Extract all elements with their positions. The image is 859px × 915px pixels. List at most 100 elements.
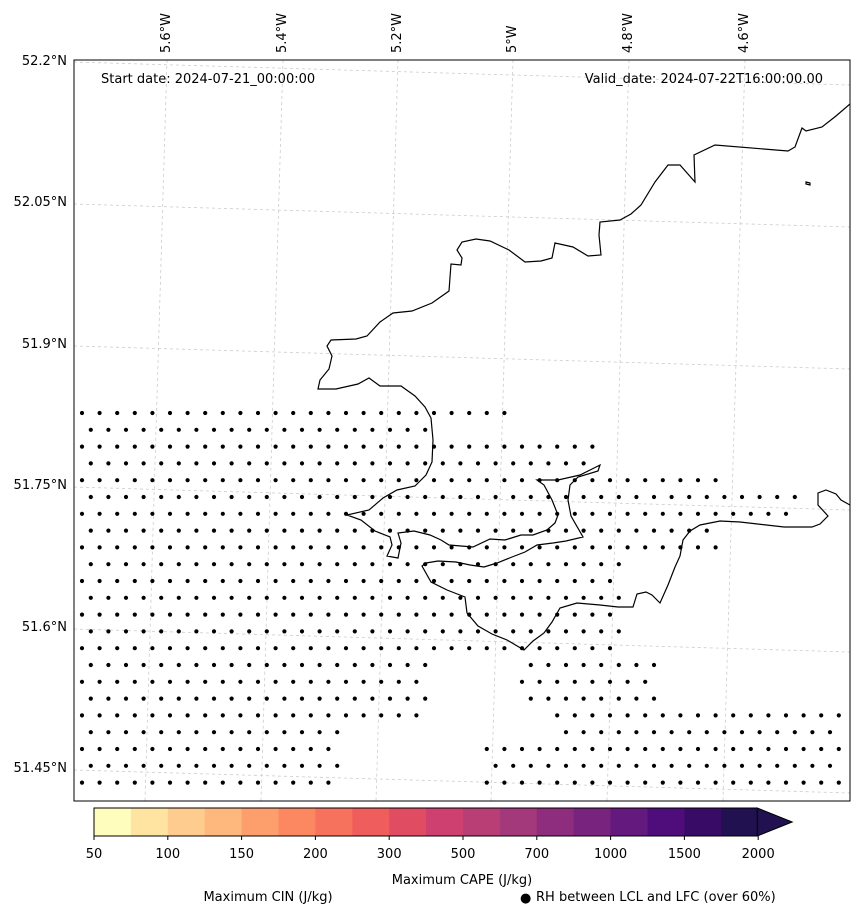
rh-dot [203, 511, 208, 516]
rh-dot [229, 461, 234, 466]
rh-dot [511, 494, 516, 500]
rh-dot [264, 730, 269, 735]
colorbar-tick-label: 150 [229, 847, 254, 862]
rh-dot [255, 511, 261, 516]
rh-dot [581, 662, 586, 668]
rh-dot [220, 646, 225, 651]
rh-dot [273, 746, 278, 752]
rh-dot [317, 662, 322, 668]
rh-dot [185, 646, 190, 651]
rh-dot [361, 545, 366, 550]
rh-dot [229, 763, 234, 768]
rh-dot [106, 763, 111, 768]
rh-dot [616, 730, 621, 735]
rh-dot [159, 595, 164, 600]
rh-dot [484, 545, 489, 550]
rh-dot [299, 494, 305, 500]
rh-dot [203, 646, 208, 651]
rh-dot [449, 478, 454, 483]
rh-dot [810, 763, 815, 768]
rh-dot [616, 696, 621, 701]
rh-dot [519, 780, 525, 785]
rh-dot [405, 562, 410, 567]
rh-dot [484, 746, 489, 752]
rh-dot [308, 746, 313, 752]
rh-dot [326, 679, 331, 684]
rh-dot [308, 511, 313, 516]
map-axes [74, 60, 850, 801]
rh-dot [678, 511, 683, 516]
rh-dot [502, 444, 507, 449]
rh-dot [502, 780, 507, 785]
rh-dot [282, 494, 287, 500]
rh-dot [616, 662, 621, 668]
rh-dot [238, 410, 243, 416]
rh-dot [370, 595, 375, 600]
rh-dot [326, 578, 331, 584]
rh-dot [282, 562, 287, 567]
rh-dot [255, 410, 261, 416]
rh-dot [255, 746, 261, 752]
rh-dot [511, 595, 516, 600]
rh-dot [431, 578, 437, 584]
rh-dot [176, 427, 181, 432]
rh-dot [141, 427, 146, 432]
rh-dot [291, 746, 296, 752]
rh-dot [581, 494, 586, 500]
rh-dot [502, 578, 507, 584]
rh-dot [379, 612, 384, 617]
rh-dot [581, 763, 586, 768]
rh-dot [123, 763, 129, 768]
rh-dot [343, 713, 349, 718]
rh-dot [106, 696, 111, 701]
colorbar-tick-label: 2000 [742, 847, 775, 862]
rh-dot [484, 612, 489, 617]
rh-dot [273, 679, 278, 684]
rh-dot [581, 595, 586, 600]
rh-dot [555, 444, 560, 449]
rh-dot [616, 528, 621, 533]
rh-dot [713, 780, 718, 785]
rh-dot [150, 780, 155, 785]
rh-dot [607, 511, 613, 516]
rh-dot [229, 629, 234, 634]
rh-dot [229, 528, 234, 533]
rh-dot [775, 730, 780, 735]
rh-dot [255, 478, 261, 483]
rh-dot [792, 763, 797, 768]
rh-dot [141, 528, 146, 533]
rh-dot [238, 679, 243, 684]
rh-dot [299, 730, 305, 735]
rh-dot [458, 494, 463, 500]
rh-dot [273, 478, 278, 483]
rh-dot [141, 494, 146, 500]
rh-dot [405, 427, 410, 432]
rh-dot [176, 763, 181, 768]
rh-dot [440, 528, 445, 533]
rh-dot [141, 562, 146, 567]
rh-dot [396, 646, 401, 651]
rh-dot [361, 410, 366, 416]
rh-dot [317, 595, 322, 600]
rh-dot [352, 629, 357, 634]
rh-dot [326, 545, 331, 550]
rh-dot [423, 494, 428, 500]
rh-dot [528, 494, 533, 500]
rh-dot [343, 578, 349, 584]
rh-dot [387, 461, 393, 466]
rh-dot [651, 494, 657, 500]
rh-dot [731, 511, 736, 516]
rh-dot [722, 494, 727, 500]
rh-dot [555, 679, 560, 684]
rh-dot [581, 730, 586, 735]
rh-dot [423, 696, 428, 701]
rh-dot [449, 511, 454, 516]
rh-dot [493, 461, 498, 466]
rh-dot [537, 511, 542, 516]
colorbar-segment [167, 808, 206, 836]
rh-dot [150, 646, 155, 651]
rh-dot [317, 461, 322, 466]
rh-dot [502, 646, 507, 651]
rh-dot [396, 511, 401, 516]
rh-dot [238, 545, 243, 550]
